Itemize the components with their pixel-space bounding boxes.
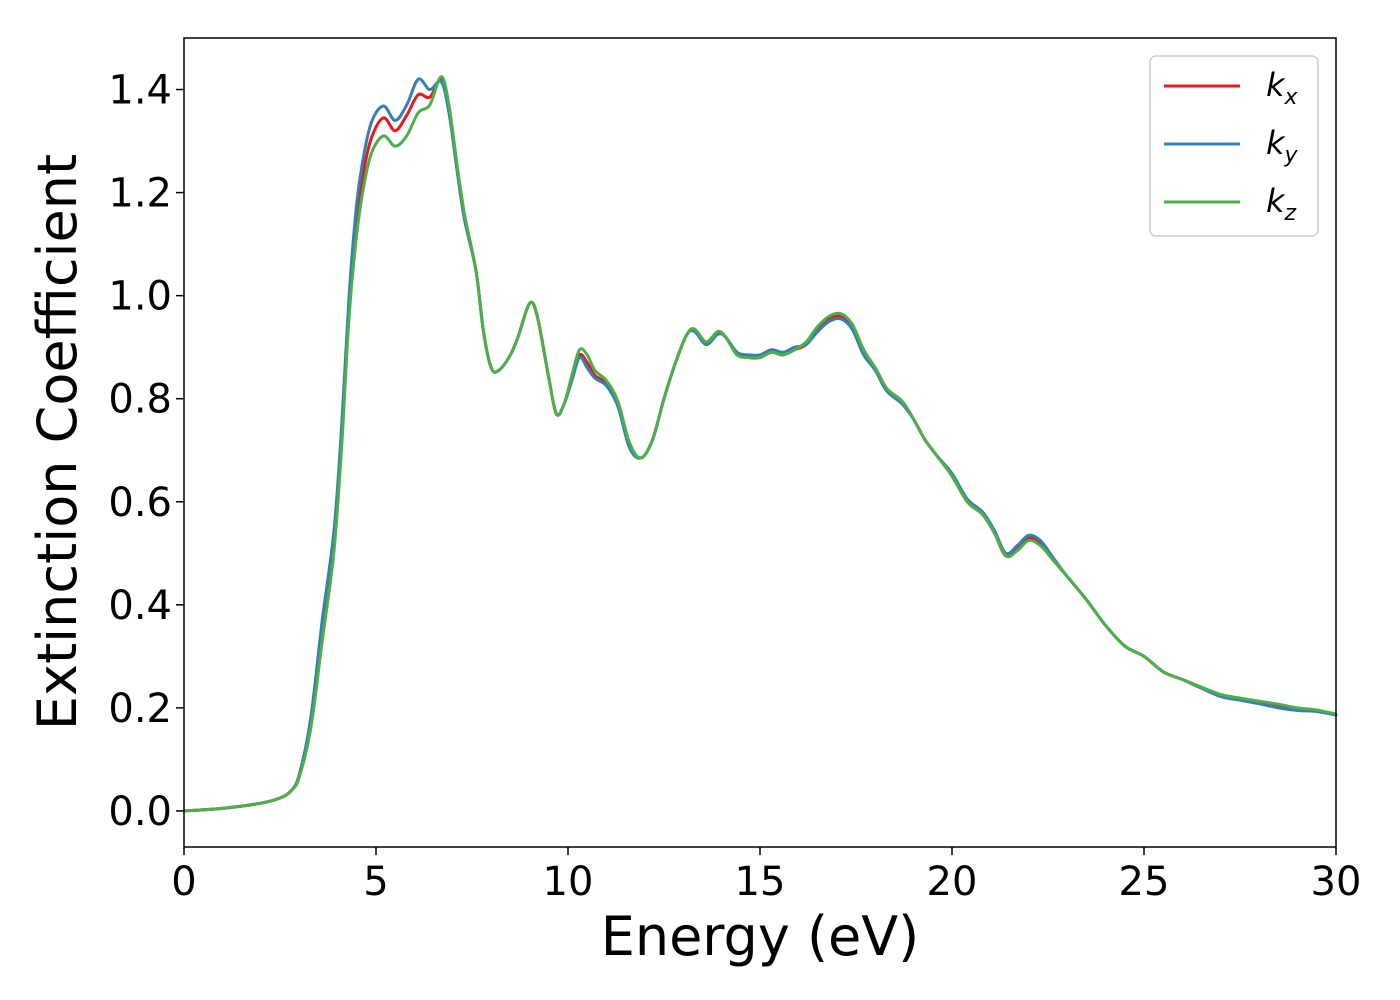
legend-label: ky: [1266, 124, 1299, 168]
legend-box: [1149, 55, 1319, 237]
y-tick-label: 0.4: [108, 583, 172, 629]
legend-items: kx ky kz: [1164, 66, 1299, 226]
x-tick-label: 20: [927, 859, 978, 905]
x-tick-label: 0: [171, 859, 196, 905]
x-tick-label: 10: [543, 859, 594, 905]
x-tick-label: 15: [735, 859, 786, 905]
y-tick-label: 1.4: [108, 68, 172, 114]
legend-label: kz: [1266, 182, 1297, 226]
y-axis-title: Extinction Coefficient: [26, 154, 89, 730]
x-tick-label: 25: [1119, 859, 1170, 905]
y-tick-label: 1.2: [108, 171, 172, 217]
x-axis-ticks: 0 5 10 15 20 25 30: [171, 847, 1361, 905]
y-tick-label: 0.6: [108, 480, 172, 526]
y-tick-label: 0.8: [108, 377, 172, 423]
y-tick-label: 0.2: [108, 686, 172, 732]
series-line-kz: [182, 75, 1338, 813]
legend: kx ky kz: [1149, 55, 1319, 237]
x-axis-title: Energy (eV): [601, 905, 920, 968]
series-layer: [182, 75, 1338, 813]
x-tick-label: 5: [363, 859, 388, 905]
x-tick-label: 30: [1311, 859, 1362, 905]
y-tick-label: 1.0: [108, 274, 172, 320]
y-axis-ticks: 0.0 0.2 0.4 0.6 0.8 1.0 1.2 1.4: [108, 68, 184, 835]
y-tick-label: 0.0: [108, 789, 172, 835]
legend-label: kx: [1266, 66, 1299, 110]
